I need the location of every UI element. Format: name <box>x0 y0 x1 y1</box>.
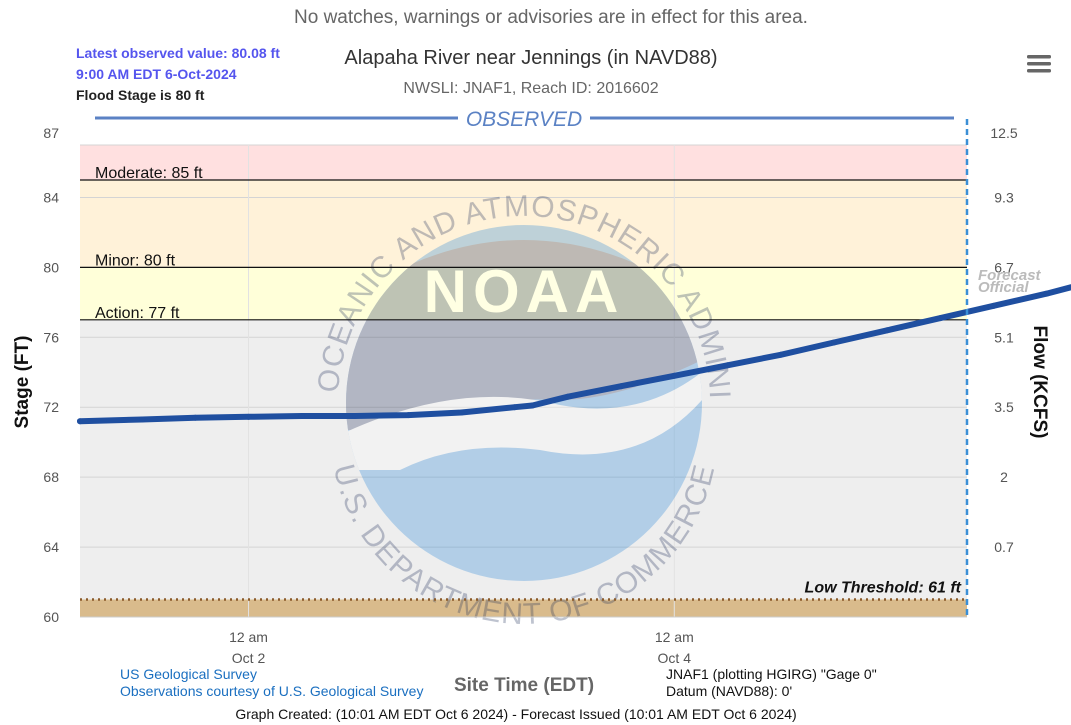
observed-point <box>830 339 837 346</box>
observed-point <box>529 402 536 409</box>
observed-point <box>405 412 412 419</box>
forecast-stamp-line2: Official <box>978 279 1029 296</box>
observed-point <box>511 404 518 411</box>
observed-point <box>777 351 784 358</box>
y-tick-label: 84 <box>43 189 59 205</box>
y-axis-title: Stage (FT) <box>12 336 33 429</box>
x-axis-title: Site Time (EDT) <box>454 675 594 696</box>
axes: 60 64 68 72 76 80 84 87 0.7 2 3.5 5.1 6.7 9.3 12.5 12 a… <box>43 119 1018 666</box>
y-tick-label: 68 <box>43 469 59 485</box>
x-tick-label: 12 am <box>655 629 694 645</box>
x-tick-label: 12 am <box>229 629 268 645</box>
action-band <box>80 267 967 320</box>
menu-icon[interactable] <box>1024 52 1054 80</box>
advisory-banner: No watches, warnings or advisories are i… <box>294 7 808 28</box>
observed-point <box>884 327 891 334</box>
observed-point <box>351 412 358 419</box>
minor-threshold-label: Minor: 80 ft <box>95 252 176 269</box>
y2-tick-label: 9.3 <box>994 189 1014 205</box>
normal-band <box>80 319 967 600</box>
observed-point <box>139 416 146 423</box>
low-threshold-label: Low Threshold: 61 ft <box>805 580 962 597</box>
gauge-info-line2: Datum (NAVD88): 0' <box>666 683 792 699</box>
y-tick-label: 72 <box>43 399 59 415</box>
observed-point <box>1043 290 1050 297</box>
y2-tick-label: 3.5 <box>994 399 1014 415</box>
moderate-threshold-label: Moderate: 85 ft <box>95 165 203 182</box>
observed-point <box>77 418 83 425</box>
y2-tick-label: 2 <box>1000 469 1008 485</box>
action-threshold-label: Action: 77 ft <box>95 305 180 322</box>
x-tick-label: Oct 4 <box>658 650 692 666</box>
low-band <box>80 599 967 617</box>
gauge-info-line1: JNAF1 (plotting HGIRG) "Gage 0" <box>666 666 877 682</box>
observed-point <box>245 413 252 420</box>
observed-point <box>564 393 571 400</box>
chart-subtitle: NWSLI: JNAF1, Reach ID: 2016602 <box>403 80 658 97</box>
observed-point <box>990 302 997 309</box>
observed-point <box>937 315 944 322</box>
observed-point <box>458 409 465 416</box>
threshold-lines: Moderate: 85 ft Minor: 80 ft Action: 77 ft… <box>80 165 967 601</box>
y-tick-label: 87 <box>43 125 59 141</box>
observed-point <box>192 414 199 421</box>
x-tick-label: Oct 2 <box>232 650 266 666</box>
flood-stage-text: Flood Stage is 80 ft <box>76 87 205 103</box>
y2-tick-label: 0.7 <box>994 539 1014 555</box>
observed-point <box>724 362 731 369</box>
observed-point <box>671 372 678 379</box>
observed-label: OBSERVED <box>466 108 582 131</box>
chart-title: Alapaha River near Jennings (in NAVD88) <box>344 47 717 69</box>
y2-tick-label: 5.1 <box>994 329 1014 345</box>
y-tick-label: 76 <box>43 329 59 345</box>
observed-point <box>298 412 305 419</box>
minor-band <box>80 179 967 268</box>
y2-tick-label: 6.7 <box>994 259 1014 275</box>
latest-time-text: 9:00 AM EDT 6-Oct-2024 <box>76 66 237 82</box>
y-tick-label: 64 <box>43 539 59 555</box>
watermark-logo-text: NOAA <box>424 258 625 325</box>
observed-point <box>618 383 625 390</box>
flood-category-bands <box>80 145 967 617</box>
source-link-usgs[interactable]: US Geological Survey <box>120 666 257 682</box>
forecast-stamp-line1: Forecast <box>978 267 1042 284</box>
graph-created-text: Graph Created: (10:01 AM EDT Oct 6 2024)… <box>235 706 796 722</box>
source-link-observations[interactable]: Observations courtesy of U.S. Geological… <box>120 683 423 699</box>
y-tick-label: 60 <box>43 609 59 625</box>
y2-axis-title: Flow (KCFS) <box>1029 326 1050 439</box>
latest-value-text: Latest observed value: 80.08 ft <box>76 45 280 61</box>
y2-tick-label: 12.5 <box>990 125 1017 141</box>
moderate-band <box>80 145 967 180</box>
y-tick-label: 80 <box>43 259 59 275</box>
